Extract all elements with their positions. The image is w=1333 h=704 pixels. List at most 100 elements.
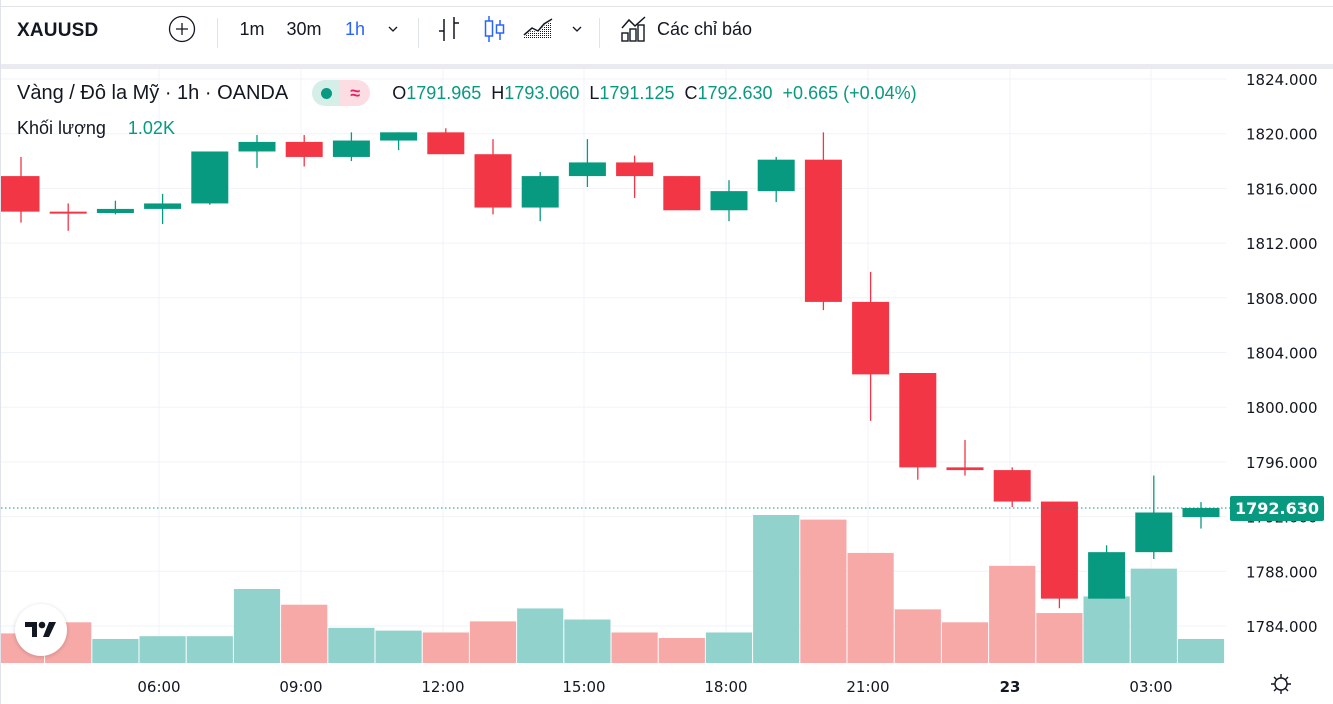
gear-icon xyxy=(1271,674,1291,694)
candle xyxy=(380,132,418,151)
price-tick-label: 1804.000 xyxy=(1246,345,1318,363)
volume-bar xyxy=(1083,596,1130,663)
price-tick-label: 1784.000 xyxy=(1246,618,1318,636)
candle xyxy=(1182,502,1220,529)
candle xyxy=(804,132,842,311)
candle xyxy=(852,271,890,421)
symbol-search-button[interactable]: XAUUSD xyxy=(17,20,99,41)
time-tick-label: 09:00 xyxy=(279,678,322,696)
high-value: 1793.060 xyxy=(504,82,580,103)
volume-bar xyxy=(328,627,375,663)
interval-1h-button[interactable]: 1h xyxy=(344,18,366,39)
time-tick-label: 23 xyxy=(1000,678,1021,696)
volume-bar xyxy=(564,619,611,663)
volume-value: 1.02K xyxy=(127,118,175,138)
area-icon xyxy=(523,18,553,39)
price-tick-label: 1824.000 xyxy=(1246,71,1318,89)
candle xyxy=(1135,475,1173,559)
volume-bar xyxy=(469,621,517,663)
open-value: 1791.965 xyxy=(406,82,482,103)
bars-chart-button[interactable] xyxy=(434,14,464,44)
series-title: Vàng / Đô la Mỹ · 1h · OANDA xyxy=(17,81,289,104)
volume-bar xyxy=(517,608,564,663)
candle xyxy=(521,171,559,222)
candlesticks xyxy=(1,128,1220,609)
volume-bar xyxy=(139,636,186,663)
chart-legend: Vàng / Đô la Mỹ · 1h · OANDA ≈ O 1791.965… xyxy=(17,80,917,106)
price-tick-label: 1788.000 xyxy=(1246,563,1318,581)
last-price-label: 1792.630 xyxy=(1230,496,1324,521)
low-value: 1791.125 xyxy=(599,82,675,103)
time-tick-label: 15:00 xyxy=(562,678,605,696)
candle xyxy=(710,180,748,222)
price-tick-label: 1812.000 xyxy=(1246,235,1318,253)
volume-bars xyxy=(1,515,1225,663)
time-tick-label: 18:00 xyxy=(704,678,747,696)
candle xyxy=(96,200,134,215)
price-tick-label: 1808.000 xyxy=(1246,290,1318,308)
candle xyxy=(568,139,606,188)
interval-30m-button[interactable]: 30m xyxy=(286,18,322,39)
candle xyxy=(474,139,512,215)
volume-bar xyxy=(894,609,941,663)
candle xyxy=(427,128,465,155)
volume-bar xyxy=(753,515,800,663)
price-tick-label: 1796.000 xyxy=(1246,454,1318,472)
chart-settings-button[interactable] xyxy=(1269,672,1293,696)
plus-circle-icon xyxy=(168,15,196,43)
volume-bar xyxy=(422,632,469,663)
volume-bar xyxy=(186,636,233,663)
ohlc-values: O 1791.965 H 1793.060 L 1791.125 C 1792.630 … xyxy=(382,83,916,104)
time-tick-label: 06:00 xyxy=(137,678,180,696)
low-key: L xyxy=(589,82,600,103)
volume-bar xyxy=(941,622,989,663)
tradingview-logo[interactable] xyxy=(15,604,67,656)
high-key: H xyxy=(491,82,505,103)
volume-bar xyxy=(375,630,422,663)
volume-bar xyxy=(800,519,847,663)
market-status-pill[interactable]: ≈ xyxy=(312,80,371,106)
open-key: O xyxy=(392,82,407,103)
chart-type-dropdown-button[interactable] xyxy=(566,14,588,44)
candle xyxy=(616,155,654,198)
candle xyxy=(144,193,182,224)
volume-bar xyxy=(989,565,1036,663)
candle xyxy=(757,156,795,203)
candle xyxy=(49,203,87,231)
toolbar-divider xyxy=(599,18,600,48)
candle xyxy=(285,135,323,167)
volume-label: Khối lượng xyxy=(17,118,106,138)
add-symbol-button[interactable] xyxy=(166,14,198,44)
delayed-data-icon: ≈ xyxy=(340,80,371,106)
candle xyxy=(1040,501,1078,609)
volume-bar xyxy=(92,638,139,663)
volume-bar xyxy=(1177,638,1225,663)
volume-bar xyxy=(705,632,753,663)
candle xyxy=(332,132,370,162)
price-tick-label: 1800.000 xyxy=(1246,399,1318,417)
tradingview-logo-icon xyxy=(25,621,56,637)
interval-dropdown-button[interactable] xyxy=(382,14,404,44)
market-open-icon xyxy=(312,80,341,106)
close-value: 1792.630 xyxy=(697,82,773,103)
time-tick-label: 03:00 xyxy=(1129,678,1172,696)
volume-bar xyxy=(658,638,705,663)
candles-chart-button[interactable] xyxy=(479,14,509,44)
bars-icon xyxy=(439,17,459,41)
price-tick-label: 1820.000 xyxy=(1246,126,1318,144)
candle xyxy=(663,176,701,211)
candle xyxy=(238,135,276,168)
interval-1m-button[interactable]: 1m xyxy=(239,18,265,39)
toolbar-divider xyxy=(418,18,419,48)
top-toolbar xyxy=(1,6,1333,64)
candle xyxy=(993,467,1031,508)
price-axis[interactable]: 1824.000 1820.000 1816.000 1812.000 1808.000… xyxy=(1246,71,1318,636)
indicators-button[interactable]: Các chỉ báo xyxy=(619,14,779,44)
area-chart-button[interactable] xyxy=(521,14,555,44)
volume-legend: Khối lượng 1.02K xyxy=(17,118,175,139)
toolbar-divider xyxy=(217,18,218,48)
time-axis[interactable]: 06:00 09:00 12:00 15:00 18:00 21:00 23 03:00 xyxy=(137,678,1172,696)
change-value: +0.665 (+0.04%) xyxy=(782,82,917,103)
